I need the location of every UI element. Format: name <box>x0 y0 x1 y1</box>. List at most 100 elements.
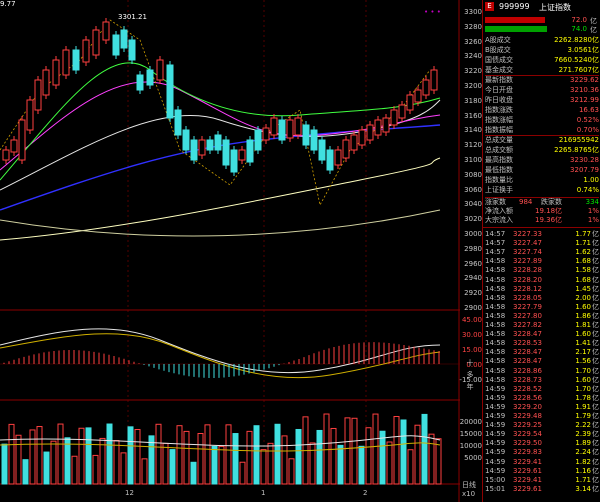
quote-row-value: 0.52% <box>576 116 599 124</box>
tick-p: 3227.79 <box>513 302 542 311</box>
tick-v: 1.86 <box>575 311 591 320</box>
quote-row: 总成交量 216955942 <box>485 136 599 145</box>
tick-v: 1.58 <box>575 266 591 275</box>
price-tick-label: 3180 <box>464 96 482 105</box>
candle-body <box>334 149 342 166</box>
x-axis-label: 12 <box>125 489 134 497</box>
tick-v: 1.62 <box>575 248 591 257</box>
tick-u: 亿 <box>592 257 599 266</box>
macd-tick-label: 15.00 <box>461 346 482 354</box>
candle-body <box>206 139 214 151</box>
side-tab-2[interactable]: 多 <box>466 371 474 379</box>
tick-row[interactable]: 14:57 3227.74 1.62 亿 <box>485 248 599 258</box>
tick-row[interactable]: 14:59 3229.61 1.16 亿 <box>485 467 599 477</box>
index-box-icon[interactable]: E <box>485 2 494 11</box>
side-tab-1[interactable]: 十 <box>466 359 474 367</box>
tick-row[interactable]: 14:58 3228.47 1.56 亿 <box>485 357 599 367</box>
macd-dif-line <box>0 328 441 374</box>
price-tick-label: 3160 <box>464 111 482 120</box>
tick-row[interactable]: 14:58 3227.89 1.68 亿 <box>485 257 599 267</box>
tick-u: 亿 <box>592 439 599 448</box>
volume-bar <box>176 425 183 485</box>
volume-bar <box>253 425 260 485</box>
tick-t: 14:58 <box>485 330 506 339</box>
tick-row[interactable]: 15:01 3229.61 3.14 亿 <box>485 485 599 495</box>
tick-row[interactable]: 14:58 3228.28 1.58 亿 <box>485 266 599 276</box>
tick-v: 1.78 <box>575 393 591 402</box>
tick-row[interactable]: 14:59 3229.20 1.91 亿 <box>485 403 599 413</box>
quote-row: 上证换手 0.74% <box>485 186 599 195</box>
tick-v: 1.70 <box>575 366 591 375</box>
volume-tick-label: 10000 <box>459 442 482 450</box>
tick-t: 14:58 <box>485 266 506 275</box>
price-tick-label: 2960 <box>464 259 482 268</box>
price-tick-label: 2980 <box>464 244 482 253</box>
quote-row-label: 指数量比 <box>485 176 513 184</box>
tick-row[interactable]: 14:58 3228.05 2.00 亿 <box>485 294 599 304</box>
tick-row[interactable]: 14:58 3227.79 1.60 亿 <box>485 303 599 313</box>
tick-t: 14:59 <box>485 384 506 393</box>
tick-row[interactable]: 14:59 3229.41 1.82 亿 <box>485 458 599 468</box>
kline-chart-svg[interactable]: 12 1 2 <box>0 0 460 502</box>
tick-row[interactable]: 14:59 3228.56 1.78 亿 <box>485 394 599 404</box>
quote-row-label: 指数涨幅 <box>485 116 513 124</box>
tick-row[interactable]: 14:58 3228.73 1.60 亿 <box>485 376 599 386</box>
quote-row-label: 指数振幅 <box>485 126 513 134</box>
candle-body <box>214 134 222 151</box>
volume-bar <box>113 440 120 485</box>
tick-row[interactable]: 14:59 3229.83 2.24 亿 <box>485 448 599 458</box>
tick-row[interactable]: 14:59 3229.54 2.39 亿 <box>485 430 599 440</box>
tick-u: 亿 <box>592 412 599 420</box>
tick-row[interactable]: 14:58 3228.20 1.68 亿 <box>485 276 599 286</box>
price-tick-label: 3280 <box>464 22 482 31</box>
quote-row-value: 3229.62 <box>570 76 599 84</box>
candle-body <box>390 109 398 126</box>
daily-tab[interactable]: 日线 <box>462 481 476 489</box>
tick-t: 14:58 <box>485 339 506 348</box>
tick-v: 1.45 <box>575 284 591 293</box>
volume-bar <box>337 444 344 485</box>
tick-u: 亿 <box>592 421 599 430</box>
volume-bar <box>204 424 211 485</box>
tick-p: 3229.41 <box>513 457 542 466</box>
tick-p: 3229.41 <box>513 475 542 484</box>
index-code: 999999 <box>499 2 530 11</box>
tick-row[interactable]: 14:57 3227.33 1.77 亿 <box>485 230 599 240</box>
tick-v: 2.24 <box>575 448 591 457</box>
tick-t: 14:58 <box>485 293 506 302</box>
tick-row[interactable]: 14:58 3228.47 1.60 亿 <box>485 330 599 340</box>
price-tick-label: 2940 <box>464 274 482 283</box>
tick-v: 1.68 <box>575 275 591 284</box>
tick-row[interactable]: 14:58 3228.53 1.41 亿 <box>485 339 599 349</box>
volume-bar <box>239 461 246 485</box>
tick-t: 14:57 <box>485 239 506 248</box>
tick-row[interactable]: 15:00 3229.41 1.71 亿 <box>485 476 599 486</box>
tick-row[interactable]: 14:58 3227.80 1.86 亿 <box>485 312 599 322</box>
quote-row-label: 最高指数 <box>485 156 513 164</box>
tick-row[interactable]: 14:58 3227.82 1.81 亿 <box>485 321 599 331</box>
tick-u: 亿 <box>592 230 599 238</box>
tick-row[interactable]: 14:59 3229.50 1.89 亿 <box>485 439 599 449</box>
volume-bar <box>1 443 8 485</box>
tick-p: 3229.61 <box>513 484 542 493</box>
tick-row[interactable]: 14:59 3229.48 1.79 亿 <box>485 412 599 422</box>
price-tick-label: 3220 <box>464 67 482 76</box>
tick-row[interactable]: 14:59 3228.52 1.70 亿 <box>485 385 599 395</box>
tick-u: 亿 <box>592 248 599 257</box>
quote-row: 指数涨跌 16.63 <box>485 106 599 115</box>
side-tab-3[interactable]: 年 <box>466 383 474 391</box>
big-inflow-row: 大宗流入 19.36亿 1% <box>485 216 599 224</box>
candle-body <box>62 49 70 76</box>
tick-row[interactable]: 14:57 3227.47 1.71 亿 <box>485 239 599 249</box>
tick-row[interactable]: 14:59 3229.25 2.22 亿 <box>485 421 599 431</box>
macd-tick-label: 30.00 <box>461 331 482 339</box>
tick-row[interactable]: 14:58 3228.86 1.70 亿 <box>485 367 599 377</box>
volume-bar <box>281 435 288 485</box>
volume-bar <box>414 424 421 485</box>
tick-row[interactable]: 14:58 3228.47 2.17 亿 <box>485 348 599 358</box>
volume-bar <box>43 451 50 485</box>
tick-row[interactable]: 14:58 3228.12 1.45 亿 <box>485 285 599 295</box>
kline-chart-area[interactable]: 12 1 2 9.77 3301.21 • • • <box>0 0 460 502</box>
candle-body <box>198 139 206 156</box>
tick-list[interactable]: 14:57 3227.33 1.77 亿 14:57 3227.47 1.71 亿 14:57 3… <box>483 227 600 493</box>
